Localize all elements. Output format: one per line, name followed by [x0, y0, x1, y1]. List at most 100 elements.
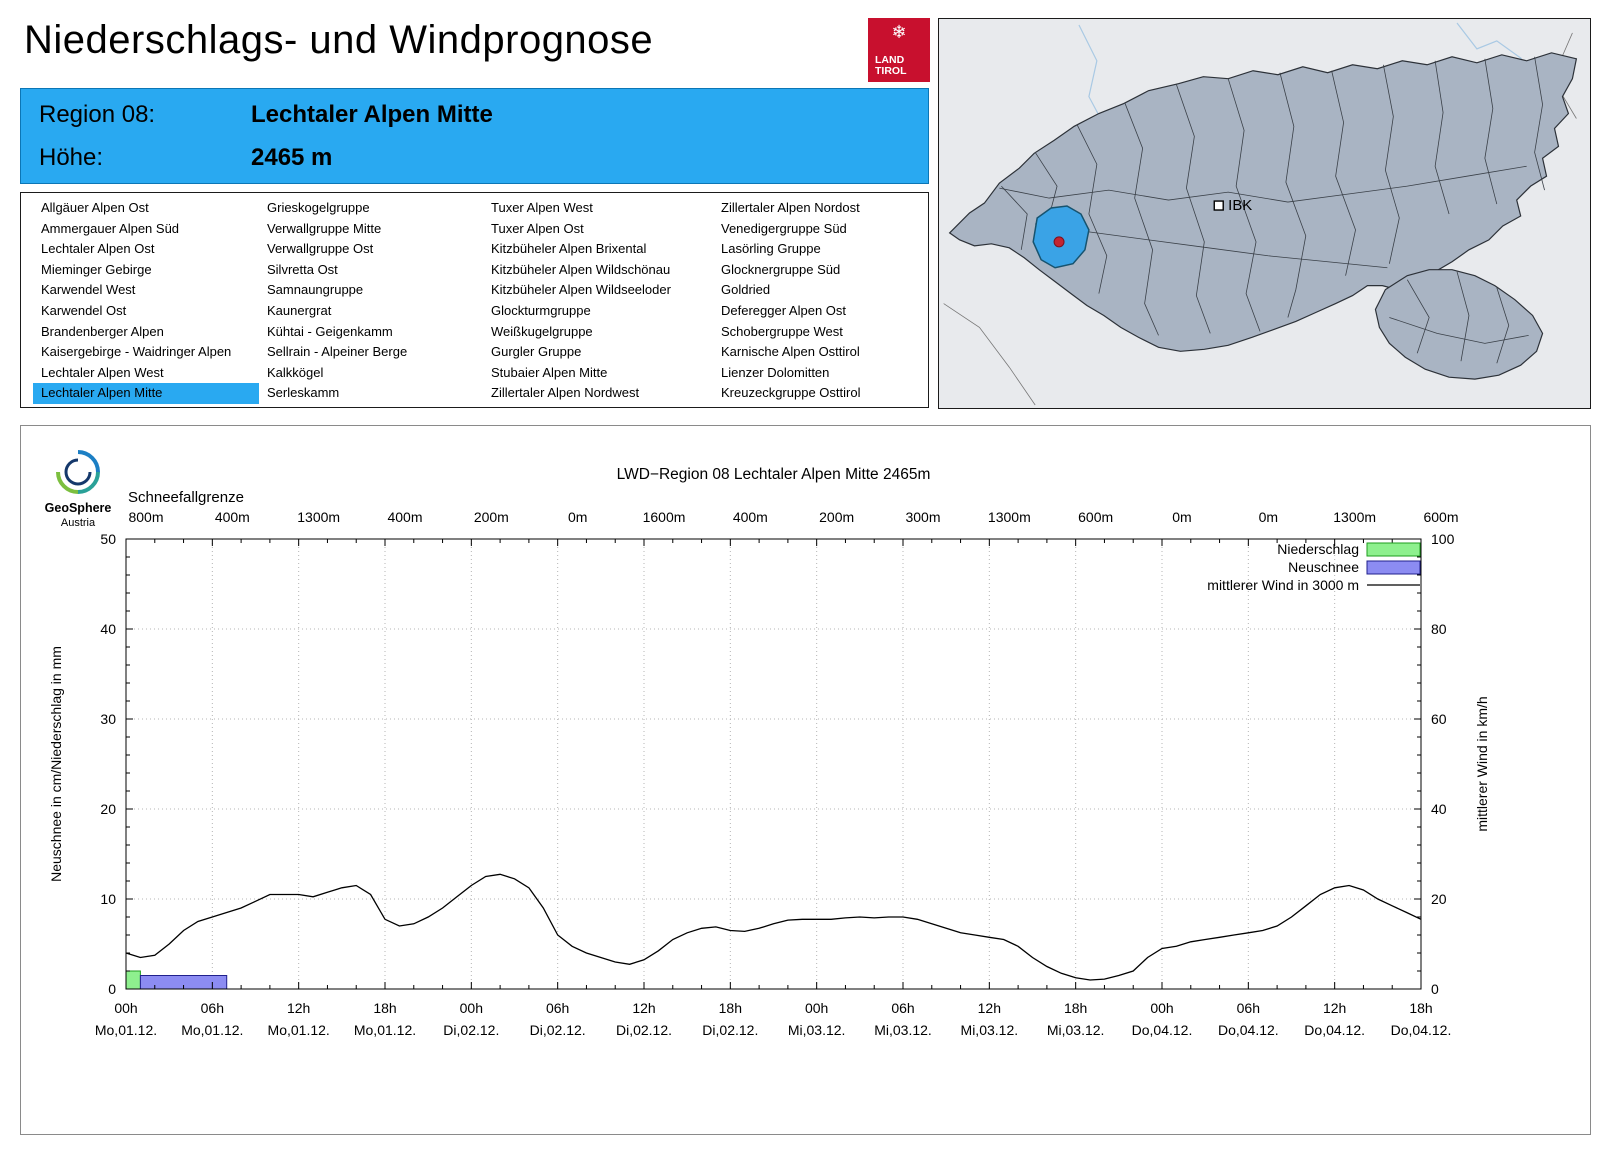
svg-text:1300m: 1300m	[297, 509, 340, 525]
region-list-item[interactable]: Schobergruppe West	[721, 323, 843, 339]
region-list-item[interactable]: Lasörling Gruppe	[721, 241, 821, 257]
svg-text:60: 60	[1431, 711, 1447, 727]
svg-text:18h: 18h	[373, 1000, 396, 1016]
region-list-item[interactable]: Kitzbüheler Alpen Wildschönau	[491, 261, 671, 277]
axis-labels: 0 10 20 30 40 50 0 20 40 60 80 100 00h 06h 12h 18h 00h 06…	[95, 531, 1455, 1038]
region-list-item[interactable]: Kitzbüheler Alpen Brixental	[491, 241, 647, 257]
svg-text:1300m: 1300m	[988, 509, 1031, 525]
right-axis-title: mittlerer Wind in km/h	[1474, 696, 1490, 831]
svg-text:200m: 200m	[819, 509, 854, 525]
region-list-item[interactable]: Kaunergrat	[267, 302, 332, 318]
geosphere-logo-name: GeoSphere	[45, 501, 112, 515]
svg-text:0: 0	[108, 981, 116, 997]
region-list-item[interactable]: Kreuzeckgruppe Osttirol	[721, 385, 861, 401]
svg-text:600m: 600m	[1078, 509, 1113, 525]
map-region-east-tirol[interactable]	[1374, 269, 1544, 380]
geosphere-logo: GeoSphere Austria	[45, 450, 112, 529]
svg-text:00h: 00h	[805, 1000, 828, 1016]
svg-text:200m: 200m	[474, 509, 509, 525]
region-list-item[interactable]: Zillertaler Alpen Nordwest	[491, 385, 640, 401]
region-list-column-2: Grieskogelgruppe Verwallgruppe Mitte Verwa…	[259, 198, 483, 407]
svg-text:06h: 06h	[1237, 1000, 1260, 1016]
region-list-item[interactable]: Venedigergruppe Süd	[721, 220, 847, 236]
city-marker-ibk	[1213, 200, 1224, 211]
svg-text:0: 0	[1431, 981, 1439, 997]
svg-text:40: 40	[100, 621, 116, 637]
region-list-item[interactable]: Lechtaler Alpen Ost	[41, 241, 155, 257]
forecast-chart-panel: GeoSphere Austria 0 10 20 30 40 50 0 20 40 60 80 10…	[20, 425, 1591, 1135]
region-list-item[interactable]: Brandenberger Alpen	[41, 323, 164, 339]
region-list-item[interactable]: Weißkugelgruppe	[491, 323, 593, 339]
region-list-item[interactable]: Grieskogelgruppe	[267, 200, 370, 215]
region-list-item[interactable]: Sellrain - Alpeiner Berge	[267, 344, 408, 360]
svg-text:Do,04.12.: Do,04.12.	[1304, 1022, 1365, 1038]
region-list-item[interactable]: Karwendel West	[41, 282, 136, 298]
svg-text:100: 100	[1431, 531, 1455, 547]
region-list-item[interactable]: Karwendel Ost	[41, 302, 127, 318]
forecast-chart: GeoSphere Austria 0 10 20 30 40 50 0 20 40 60 80 10…	[45, 450, 1490, 1038]
svg-text:50: 50	[100, 531, 116, 547]
region-list: Allgäuer Alpen Ost Ammergauer Alpen Süd Le…	[20, 192, 929, 408]
svg-text:Do,04.12.: Do,04.12.	[1218, 1022, 1279, 1038]
svg-text:Mi,03.12.: Mi,03.12.	[961, 1022, 1019, 1038]
svg-text:12h: 12h	[1323, 1000, 1346, 1016]
region-list-item[interactable]: Verwallgruppe Ost	[267, 241, 374, 257]
svg-text:Neuschnee: Neuschnee	[1288, 559, 1359, 575]
region-list-item[interactable]: Silvretta Ost	[267, 261, 338, 277]
svg-text:06h: 06h	[546, 1000, 569, 1016]
altitude-label: Höhe:	[39, 143, 104, 171]
logo-text: LAND TIROL	[875, 54, 907, 77]
svg-text:Di,02.12.: Di,02.12.	[530, 1022, 586, 1038]
region-list-item[interactable]: Stubaier Alpen Mitte	[491, 364, 608, 380]
region-list-item[interactable]: Lechtaler Alpen West	[41, 364, 164, 380]
svg-text:400m: 400m	[733, 509, 768, 525]
map-internal-borders	[999, 56, 1545, 364]
svg-text:1300m: 1300m	[1333, 509, 1376, 525]
svg-text:30: 30	[100, 711, 116, 727]
region-list-item[interactable]: Serleskamm	[267, 385, 340, 401]
region-list-item[interactable]: Kaisergebirge - Waidringer Alpen	[41, 344, 232, 360]
map-border-line	[943, 303, 1036, 406]
region-list-item[interactable]: Lienzer Dolomitten	[721, 364, 830, 380]
region-list-item[interactable]: Deferegger Alpen Ost	[721, 302, 847, 318]
region-list-item[interactable]: Zillertaler Alpen Nordost	[721, 200, 860, 215]
region-list-item[interactable]: Lechtaler Alpen Mitte	[33, 383, 259, 404]
map-svg[interactable]: IBK	[939, 19, 1590, 408]
region-list-item[interactable]: Verwallgruppe Mitte	[267, 220, 382, 236]
niederschlag-bar	[125, 970, 141, 990]
region-list-item[interactable]: Gurgler Gruppe	[491, 344, 582, 360]
geosphere-swirl-icon	[56, 450, 100, 494]
svg-text:06h: 06h	[891, 1000, 914, 1016]
region-list-item[interactable]: Kalkkögel	[267, 364, 324, 380]
region-list-item[interactable]: Goldried	[721, 282, 771, 298]
svg-text:12h: 12h	[632, 1000, 655, 1016]
svg-text:Mo,01.12.: Mo,01.12.	[95, 1022, 157, 1038]
city-label-ibk: IBK	[1228, 197, 1252, 214]
region-list-item[interactable]: Glockturmgruppe	[491, 302, 591, 318]
region-list-item[interactable]: Mieminger Gebirge	[41, 261, 152, 277]
svg-text:06h: 06h	[201, 1000, 224, 1016]
svg-text:40: 40	[1431, 801, 1447, 817]
region-list-item[interactable]: Kühtai - Geigenkamm	[267, 323, 393, 339]
region-list-item[interactable]: Ammergauer Alpen Süd	[41, 220, 180, 236]
region-list-column-4: Zillertaler Alpen Nordost Venedigergruppe…	[713, 198, 928, 407]
tirol-region-map[interactable]: IBK	[938, 18, 1591, 409]
altitude-value: 2465 m	[251, 143, 333, 171]
region-list-item[interactable]: Glocknergruppe Süd	[721, 261, 841, 277]
region-list-item[interactable]: Samnaungruppe	[267, 282, 364, 298]
svg-text:600m: 600m	[1423, 509, 1458, 525]
region-list-item[interactable]: Karnische Alpen Osttirol	[721, 344, 860, 360]
region-list-item[interactable]: Tuxer Alpen Ost	[491, 220, 584, 236]
region-list-item[interactable]: Kitzbüheler Alpen Wildseeloder	[491, 282, 671, 298]
svg-text:12h: 12h	[287, 1000, 310, 1016]
svg-text:0m: 0m	[1172, 509, 1191, 525]
svg-text:Niederschlag: Niederschlag	[1277, 541, 1359, 557]
svg-text:800m: 800m	[128, 509, 163, 525]
region-list-item[interactable]: Tuxer Alpen West	[491, 200, 593, 215]
river-line	[1456, 22, 1523, 60]
region-list-item[interactable]: Allgäuer Alpen Ost	[41, 200, 149, 215]
svg-text:Di,02.12.: Di,02.12.	[702, 1022, 758, 1038]
svg-text:20: 20	[100, 801, 116, 817]
chart-legend: Niederschlag Neuschnee mittlerer Wind in 3…	[1207, 541, 1421, 593]
svg-text:0m: 0m	[1259, 509, 1278, 525]
